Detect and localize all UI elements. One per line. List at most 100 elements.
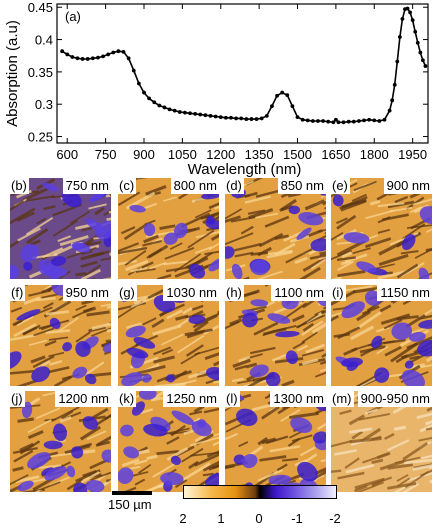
colorbar-tick: 2 [179, 511, 187, 526]
panel-tag: (k) [118, 391, 137, 407]
image-panel: (m) 900-950 nm [331, 391, 432, 492]
data-point [333, 117, 338, 122]
data-point [382, 117, 387, 122]
data-point [90, 56, 95, 61]
data-point [208, 113, 213, 118]
data-point [321, 119, 325, 123]
data-point [142, 90, 146, 95]
image-panel: (f) 950 nm [10, 285, 111, 386]
data-point [223, 115, 228, 120]
data-point [357, 119, 361, 123]
data-point [326, 119, 331, 124]
data-point [341, 120, 346, 125]
data-point [351, 119, 356, 124]
panel-tag: (f) [10, 285, 26, 301]
image-panel: (k) 1250 nm [118, 391, 219, 492]
y-tick-label: 0.3 [35, 97, 53, 112]
panel-tag: (b) [10, 178, 29, 194]
colorbar-tick: -2 [329, 511, 341, 526]
data-point [116, 49, 121, 54]
data-point [285, 93, 290, 98]
data-point [111, 50, 116, 55]
data-point [249, 117, 254, 121]
data-point [85, 57, 90, 61]
data-point [157, 103, 162, 108]
panel-wavelength-label: 1250 nm [163, 391, 219, 407]
data-point [372, 118, 377, 123]
data-point [264, 113, 269, 118]
data-point [131, 68, 136, 73]
y-tick-label: 0.35 [28, 65, 53, 80]
panel-tag: (g) [118, 285, 137, 301]
data-point [270, 104, 274, 109]
data-point [280, 90, 285, 95]
data-point [126, 56, 131, 61]
data-point [290, 104, 295, 109]
data-point [362, 118, 366, 123]
x-tick-label: 900 [133, 147, 155, 162]
data-point [239, 116, 244, 121]
x-tick-label: 1500 [283, 147, 312, 162]
panel-tag: (d) [225, 178, 244, 194]
panel-image [10, 178, 111, 279]
panel-wavelength-label: 1100 nm [271, 285, 326, 301]
data-point [167, 107, 172, 112]
data-point [305, 118, 310, 123]
data-point [234, 116, 239, 121]
data-point [390, 98, 395, 103]
data-point [229, 115, 233, 120]
colorbar-tick: 0 [255, 511, 263, 526]
data-point [395, 59, 400, 64]
x-tick-label: 1350 [245, 147, 274, 162]
image-panel: (l) 1300 nm [225, 391, 326, 492]
panel-image [118, 178, 219, 279]
x-tick-label: 750 [95, 147, 117, 162]
image-panel: (j) 1200 nm [10, 391, 111, 492]
colorbar-tick: 1 [217, 511, 225, 526]
panel-image [225, 285, 326, 386]
panel-tag: (e) [331, 178, 350, 194]
data-point [183, 110, 187, 115]
panel-wavelength-label: 850 nm [277, 178, 326, 194]
data-point [96, 55, 100, 60]
panel-image [118, 285, 219, 386]
data-point [80, 57, 85, 61]
panel-label: (a) [65, 9, 81, 24]
panel-tag: (h) [225, 285, 244, 301]
series-line [61, 7, 427, 124]
data-point [377, 119, 382, 123]
panel-wavelength-label: 900 nm [383, 178, 432, 194]
data-point [147, 96, 152, 101]
y-tick-label: 0.4 [35, 33, 53, 48]
data-point [259, 116, 264, 121]
image-panel: (h) 1100 nm [225, 285, 326, 386]
panel-tag: (c) [118, 178, 137, 194]
panel-image [331, 285, 432, 386]
data-point [331, 120, 336, 125]
data-point [172, 108, 177, 113]
data-point [70, 55, 75, 59]
x-tick-label: 1950 [398, 147, 427, 162]
data-point [346, 119, 351, 124]
data-point [177, 110, 182, 114]
data-point [418, 50, 423, 55]
panel-tag: (j) [10, 391, 25, 407]
absorption-spectrum-chart: (a) 600 750 900 1050 1200 1350 1500 1650 1800 1950… [4, 0, 429, 178]
panel-image [10, 391, 111, 492]
data-point [162, 105, 167, 110]
image-panel: (c) 800 nm [118, 178, 219, 279]
x-tick-label: 1050 [168, 147, 197, 162]
plot-frame [56, 3, 429, 144]
panel-wavelength-label: 750 nm [62, 178, 111, 194]
data-point [310, 119, 315, 123]
data-point [65, 52, 70, 57]
data-point [423, 64, 428, 68]
image-panel: (e) 900 nm [331, 178, 432, 279]
data-point [387, 108, 392, 113]
data-point [415, 40, 420, 45]
x-tick-label: 1800 [360, 147, 389, 162]
data-point [60, 49, 65, 54]
scale-bar [112, 491, 152, 495]
data-point [106, 52, 111, 57]
image-panel: (d) 850 nm [225, 178, 326, 279]
